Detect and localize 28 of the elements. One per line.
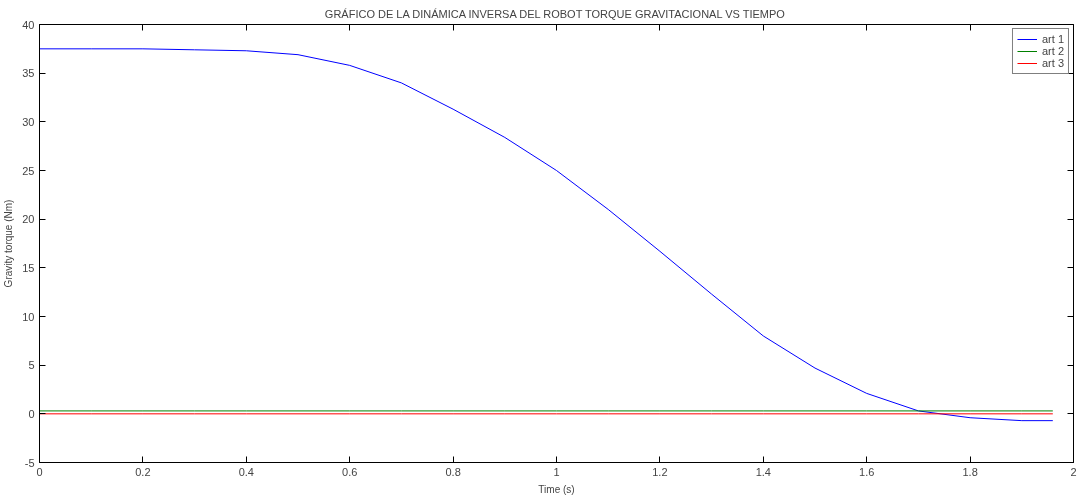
line-series bbox=[39, 48, 1054, 422]
x-tick-label: 1.2 bbox=[652, 465, 668, 478]
x-tick-label: 2 bbox=[1070, 465, 1077, 478]
y-tick-label: 20 bbox=[22, 213, 35, 226]
x-tick-label: 1.4 bbox=[755, 465, 771, 478]
y-axis-title: Gravity torque (Nm) bbox=[3, 199, 15, 288]
legend-label: art 3 bbox=[1041, 57, 1064, 69]
y-tick-label: 15 bbox=[22, 261, 35, 274]
x-tick-label: 0.4 bbox=[238, 465, 254, 478]
y-tick-label: 25 bbox=[22, 164, 35, 177]
y-tick-label: 5 bbox=[28, 359, 35, 372]
x-tick-label: 1.8 bbox=[962, 465, 978, 478]
y-tick-label: 35 bbox=[22, 67, 35, 80]
x-tick-label: 0.8 bbox=[445, 465, 461, 478]
legend-label: art 1 bbox=[1041, 33, 1064, 45]
x-tick-label: 1 bbox=[553, 465, 560, 478]
legend-label: art 2 bbox=[1041, 45, 1064, 57]
x-tick-label: 0.2 bbox=[135, 465, 151, 478]
x-tick-label: 1.6 bbox=[859, 465, 875, 478]
y-tick-label: 0 bbox=[28, 407, 35, 420]
y-tick-label: 40 bbox=[22, 18, 35, 31]
y-tick-label: 30 bbox=[22, 115, 35, 128]
x-tick-label: 0 bbox=[36, 465, 43, 478]
x-tick-label: 0.6 bbox=[342, 465, 358, 478]
x-axis-title: Time (s) bbox=[538, 483, 575, 495]
y-tick-label: 10 bbox=[22, 310, 35, 323]
chart-title: GRÁFICO DE LA DINÁMICA INVERSA DEL ROBOT TORQUE GRAVITACIONAL VS TIEMPO bbox=[324, 7, 786, 20]
y-tick-label: -5 bbox=[24, 456, 35, 469]
